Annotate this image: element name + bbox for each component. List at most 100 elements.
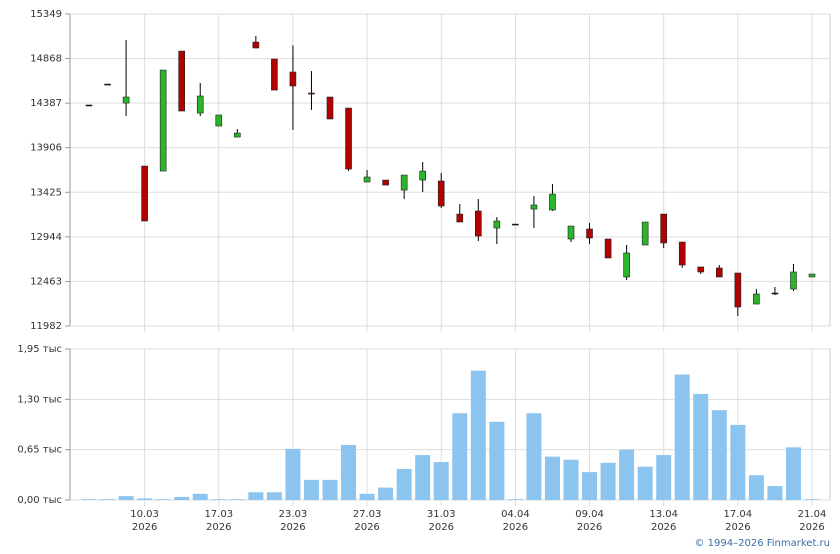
candle-body: [512, 223, 519, 226]
candle-body: [734, 272, 742, 308]
candle-body: [122, 96, 130, 104]
candle-body: [678, 241, 686, 266]
volume-bar: [266, 492, 282, 500]
volume-bar: [378, 487, 394, 500]
y-tick-label: 14387: [30, 98, 62, 109]
candle-body: [178, 50, 185, 112]
candle-body: [604, 238, 612, 259]
volume-bar: [489, 421, 505, 500]
x-tick-year: 2026: [132, 522, 157, 533]
volume-bar: [192, 493, 208, 500]
volume-bar: [804, 499, 820, 500]
volume-bar: [415, 455, 431, 500]
candle-body: [530, 204, 538, 210]
volume-bar: [100, 499, 116, 500]
x-tick-year: 2026: [503, 522, 528, 533]
candle-body: [382, 179, 389, 186]
candle-body: [456, 213, 464, 223]
volume-bar: [693, 393, 709, 500]
candle-body: [641, 221, 649, 246]
candle-body: [660, 213, 667, 244]
candle-body: [159, 69, 167, 172]
x-tick-year: 2026: [429, 522, 454, 533]
candle-body: [85, 104, 93, 107]
candle-body: [400, 174, 408, 191]
candle-body: [419, 170, 426, 181]
volume-bar: [637, 466, 653, 500]
volume-bar: [452, 413, 468, 500]
volume-bar: [526, 413, 542, 500]
x-tick-year: 2026: [651, 522, 676, 533]
volume-bar: [137, 498, 153, 500]
x-tick-label: 27.03: [353, 509, 382, 520]
volume-bar: [118, 496, 134, 500]
candle-body: [697, 266, 705, 273]
volume-bar: [563, 459, 579, 500]
candle-body: [141, 165, 148, 222]
volume-bar: [396, 469, 412, 500]
candle-body: [771, 292, 779, 295]
volume-bar: [785, 447, 801, 500]
volume-bar: [600, 462, 616, 500]
y-tick-label: 1,30 тыс: [17, 394, 62, 405]
y-tick-label: 14868: [30, 54, 62, 65]
volume-bar: [619, 449, 635, 500]
footer: © 1994–2026 Finmarket.ru: [694, 538, 830, 549]
x-tick-year: 2026: [725, 522, 750, 533]
candle-body: [716, 267, 723, 278]
volume-bar: [229, 499, 245, 500]
volume-bar: [155, 499, 171, 500]
volume-bar: [303, 479, 319, 500]
x-tick-label: 17.04: [724, 509, 753, 520]
candle-body: [586, 228, 593, 239]
volume-bar: [730, 424, 746, 500]
volume-bar: [748, 475, 764, 500]
y-tick-label: 0,65 тыс: [17, 445, 62, 456]
volume-bar: [656, 455, 672, 500]
x-tick-year: 2026: [799, 522, 824, 533]
volume-bar: [711, 410, 727, 500]
y-tick-label: 12944: [30, 232, 62, 243]
x-tick-label: 17.03: [204, 509, 233, 520]
volume-bar: [582, 472, 598, 500]
y-tick-label: 11982: [30, 321, 62, 332]
volume-bar: [359, 493, 375, 500]
volume-bar: [248, 492, 264, 500]
volume-bar: [322, 479, 338, 500]
x-tick-label: 31.03: [427, 509, 456, 520]
candle-body: [326, 96, 334, 120]
x-tick-year: 2026: [354, 522, 379, 533]
y-tick-label: 15349: [30, 9, 62, 20]
candle-body: [475, 210, 482, 237]
y-tick-label: 12463: [30, 276, 62, 287]
candle-body: [234, 132, 241, 138]
candle-body: [808, 273, 816, 278]
candle-body: [215, 114, 223, 127]
candle-body: [493, 220, 501, 229]
volume-bar: [544, 456, 560, 500]
candle-body: [790, 271, 797, 290]
candle-body: [252, 41, 260, 49]
y-tick-label: 0,00 тыс: [17, 495, 62, 506]
volume-bar: [341, 445, 357, 500]
x-tick-year: 2026: [206, 522, 231, 533]
volume-bar: [174, 496, 190, 500]
x-tick-year: 2026: [577, 522, 602, 533]
volume-bar: [211, 499, 227, 500]
y-tick-label: 1,95 тыс: [17, 344, 62, 355]
volume-bar: [507, 499, 523, 500]
x-tick-label: 23.03: [279, 509, 308, 520]
candle-body: [437, 180, 445, 207]
volume-bar: [470, 370, 486, 500]
x-tick-label: 04.04: [501, 509, 530, 520]
volume-bar: [767, 486, 783, 500]
volume-bar: [81, 499, 97, 500]
candle-body: [363, 176, 371, 183]
candle-body: [289, 71, 297, 87]
volume-bar: [285, 448, 301, 500]
x-tick-label: 09.04: [575, 509, 604, 520]
x-tick-label: 21.04: [798, 509, 827, 520]
x-tick-label: 10.03: [130, 509, 159, 520]
candle-body: [549, 193, 556, 211]
